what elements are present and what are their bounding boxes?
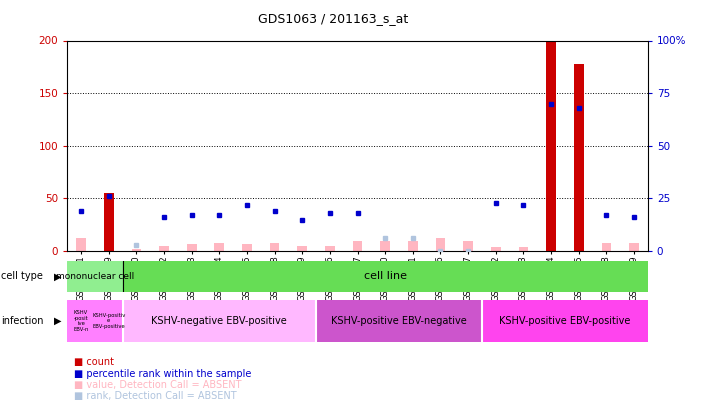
Text: KSHV-negative EBV-positive: KSHV-negative EBV-positive xyxy=(152,316,287,326)
Text: ■ rank, Detection Call = ABSENT: ■ rank, Detection Call = ABSENT xyxy=(74,392,237,401)
Text: GDS1063 / 201163_s_at: GDS1063 / 201163_s_at xyxy=(258,12,408,25)
Bar xyxy=(215,243,224,251)
Bar xyxy=(574,64,583,251)
Bar xyxy=(159,246,169,251)
Text: infection: infection xyxy=(1,316,44,326)
Text: ■ count: ■ count xyxy=(74,358,114,367)
Bar xyxy=(380,241,390,251)
Bar xyxy=(482,300,648,342)
Bar xyxy=(491,247,501,251)
Bar xyxy=(104,193,113,251)
Bar xyxy=(76,239,86,251)
Bar xyxy=(67,261,122,292)
Text: cell line: cell line xyxy=(364,271,406,281)
Bar xyxy=(122,300,316,342)
Bar xyxy=(270,243,280,251)
Bar xyxy=(67,300,95,342)
Bar xyxy=(463,241,473,251)
Text: ▶: ▶ xyxy=(54,316,62,326)
Bar xyxy=(297,246,307,251)
Text: cell type: cell type xyxy=(1,271,43,281)
Bar xyxy=(316,300,482,342)
Text: ■ percentile rank within the sample: ■ percentile rank within the sample xyxy=(74,369,252,379)
Bar xyxy=(435,239,445,251)
Bar xyxy=(353,241,362,251)
Text: mononuclear cell: mononuclear cell xyxy=(56,272,134,281)
Text: KSHV
-posit
ive
EBV-n: KSHV -posit ive EBV-n xyxy=(74,310,88,332)
Bar xyxy=(242,244,252,251)
Text: KSHV-positive EBV-positive: KSHV-positive EBV-positive xyxy=(499,316,631,326)
Text: ▶: ▶ xyxy=(54,271,62,281)
Bar xyxy=(325,246,335,251)
Text: ■ value, Detection Call = ABSENT: ■ value, Detection Call = ABSENT xyxy=(74,380,242,390)
Bar xyxy=(602,243,611,251)
Bar xyxy=(95,300,122,342)
Text: KSHV-positiv
e
EBV-positive: KSHV-positiv e EBV-positive xyxy=(92,313,125,329)
Bar xyxy=(408,241,418,251)
Bar xyxy=(132,249,141,251)
Bar xyxy=(629,243,639,251)
Text: KSHV-positive EBV-negative: KSHV-positive EBV-negative xyxy=(331,316,467,326)
Bar xyxy=(547,40,556,251)
Bar xyxy=(518,247,528,251)
Bar xyxy=(187,244,197,251)
